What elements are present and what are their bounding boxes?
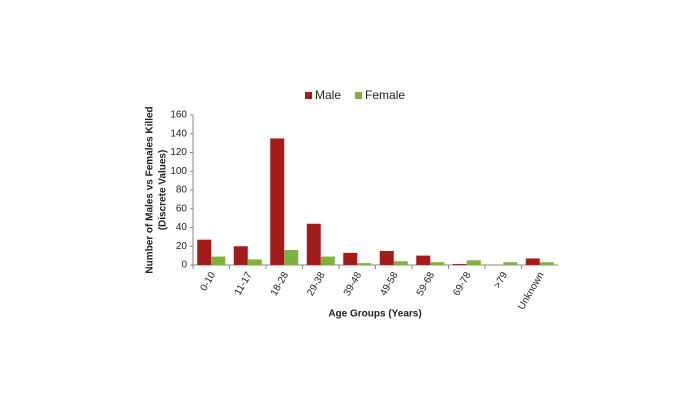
y-tick-label: 0 [181, 260, 187, 271]
bar [430, 262, 445, 265]
y-axis-label: Number of Males vs Females Killed [145, 106, 156, 273]
legend-swatch [355, 92, 363, 99]
y-tick-label: 20 [176, 241, 188, 252]
bar [503, 262, 518, 265]
bar [343, 252, 358, 265]
bar [320, 256, 335, 265]
x-axis-label: Age Groups (Years) [328, 309, 421, 320]
y-tick-label: 60 [176, 203, 188, 214]
bar [211, 256, 226, 265]
bar [525, 258, 540, 265]
y-tick-label: 100 [170, 166, 187, 177]
y-tick-label: 40 [176, 222, 188, 233]
bar [197, 239, 212, 265]
legend-label: Female [365, 88, 405, 102]
x-tick-label: 0-10 [199, 270, 219, 293]
x-tick-label: 18-28 [269, 270, 292, 298]
y-tick-label: 140 [170, 128, 187, 139]
x-tick-label: 59-68 [415, 270, 438, 298]
y-axis-label: (Discrete Values) [158, 150, 169, 231]
x-tick-label: 39-48 [342, 270, 365, 298]
x-tick-label: 49-58 [378, 270, 401, 298]
bar [452, 264, 467, 265]
bar [270, 138, 285, 265]
bar [379, 250, 394, 265]
x-tick-label: 29-38 [305, 270, 328, 298]
bar [306, 223, 321, 265]
bar [357, 263, 372, 265]
bar [393, 261, 408, 265]
legend-label: Male [315, 88, 341, 102]
x-tick-label: 69-78 [451, 270, 474, 298]
bar [539, 262, 554, 265]
bar [416, 255, 431, 265]
bar [466, 260, 481, 265]
bar [247, 259, 262, 265]
legend-swatch [305, 92, 312, 99]
y-tick-label: 80 [176, 185, 188, 196]
y-tick-label: 120 [170, 147, 187, 158]
bar [284, 250, 299, 265]
x-tick-label: Unknown [516, 270, 546, 312]
x-tick-label: 11-17 [233, 270, 255, 297]
y-tick-label: 160 [170, 110, 187, 121]
x-tick-label: >79 [492, 270, 510, 291]
bar [233, 246, 248, 265]
